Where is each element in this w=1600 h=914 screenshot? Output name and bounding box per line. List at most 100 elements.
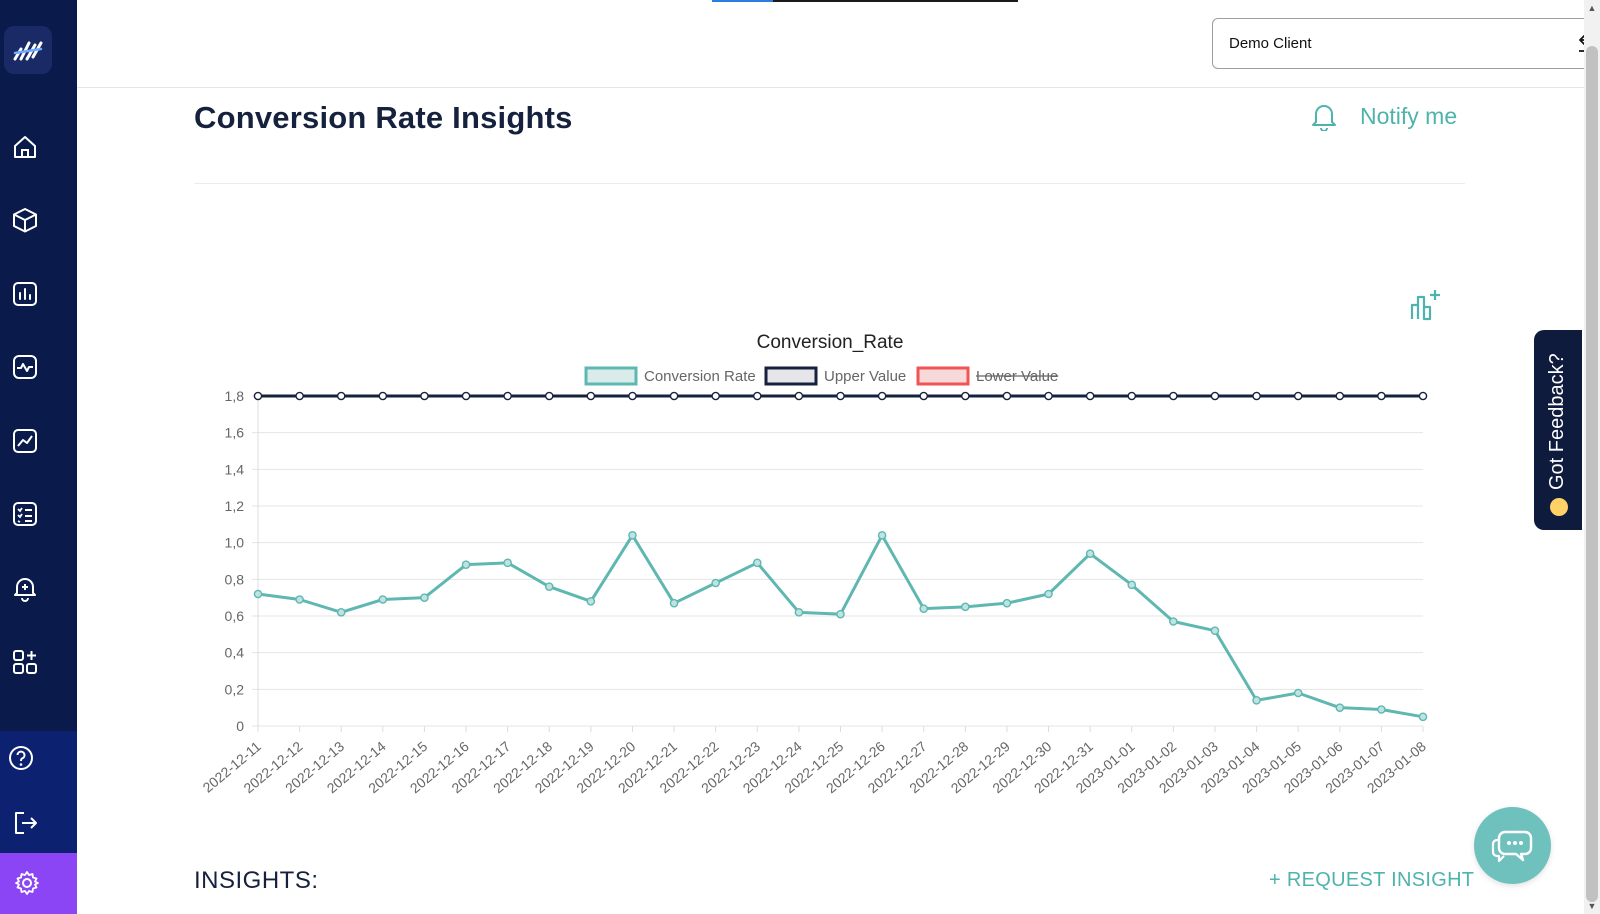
data-point[interactable] <box>628 391 637 401</box>
nav-settings[interactable] <box>0 853 77 914</box>
data-point[interactable] <box>378 391 388 401</box>
data-point[interactable] <box>295 391 304 401</box>
data-point[interactable] <box>1169 617 1178 626</box>
data-point[interactable] <box>461 560 471 569</box>
data-point[interactable] <box>1002 391 1012 401</box>
page-scrollbar[interactable]: ▲ ▼ <box>1584 0 1600 914</box>
logout-icon <box>15 812 37 834</box>
nav-reports[interactable] <box>8 277 42 311</box>
data-point[interactable] <box>420 391 429 401</box>
client-selector[interactable]: Demo Client <box>1212 18 1600 69</box>
data-point[interactable] <box>1085 549 1095 558</box>
data-point[interactable] <box>503 391 512 401</box>
conversion-rate-chart: Conversion_Rate Conversion Rate Upper Val… <box>200 332 1430 796</box>
data-point[interactable] <box>919 391 929 401</box>
nav-trends[interactable] <box>8 424 42 458</box>
data-point[interactable] <box>794 391 804 401</box>
data-point[interactable] <box>1085 391 1095 401</box>
data-point[interactable] <box>1044 391 1053 401</box>
data-point[interactable] <box>1127 391 1137 401</box>
legend-label-0[interactable]: Conversion Rate <box>644 368 756 385</box>
data-point[interactable] <box>669 598 679 608</box>
y-tick-label: 0,4 <box>225 645 245 661</box>
data-point[interactable] <box>1377 391 1386 401</box>
data-point[interactable] <box>794 608 804 617</box>
y-tick-label: 0,6 <box>225 608 245 624</box>
chat-icon <box>1491 830 1532 862</box>
help-icon <box>9 746 33 770</box>
legend-label-1[interactable]: Upper Value <box>824 368 906 385</box>
data-point[interactable] <box>1210 391 1220 401</box>
scroll-up-icon[interactable]: ▲ <box>1587 3 1597 13</box>
data-point[interactable] <box>711 578 720 588</box>
data-point[interactable] <box>628 531 637 540</box>
nav-home[interactable] <box>8 130 42 164</box>
data-point[interactable] <box>1252 391 1261 401</box>
add-chart-icon[interactable] <box>1407 287 1443 323</box>
data-point[interactable] <box>253 589 263 599</box>
app-logo[interactable] <box>4 26 52 74</box>
data-point[interactable] <box>836 609 845 619</box>
chart-grid <box>252 395 1423 732</box>
data-point[interactable] <box>544 582 554 591</box>
data-point[interactable] <box>919 604 929 613</box>
data-point[interactable] <box>586 391 596 401</box>
data-point[interactable] <box>503 558 512 568</box>
page-title: Conversion Rate Insights <box>194 100 573 135</box>
sidebar-bottom-group <box>0 731 77 853</box>
nav-logout[interactable] <box>8 806 42 840</box>
nav-tasks[interactable] <box>8 497 42 531</box>
scroll-thumb[interactable] <box>1586 46 1598 902</box>
chart-series <box>253 391 1428 722</box>
box-icon <box>13 208 37 233</box>
data-point[interactable] <box>420 593 429 602</box>
logo-icon <box>13 41 43 61</box>
data-point[interactable] <box>836 391 845 401</box>
data-point[interactable] <box>669 391 679 401</box>
data-point[interactable] <box>711 391 720 401</box>
scroll-down-icon[interactable]: ▼ <box>1587 901 1597 911</box>
data-point[interactable] <box>1210 626 1220 635</box>
legend-swatch-1[interactable] <box>764 366 818 386</box>
data-point[interactable] <box>1293 688 1303 698</box>
data-point[interactable] <box>1169 391 1178 401</box>
data-point[interactable] <box>1335 391 1345 401</box>
data-point[interactable] <box>1418 712 1428 722</box>
nav-help[interactable] <box>4 741 38 775</box>
legend-swatch-2[interactable] <box>916 366 970 386</box>
data-point[interactable] <box>1418 391 1428 401</box>
data-point[interactable] <box>1377 705 1386 714</box>
data-point[interactable] <box>461 391 471 401</box>
data-point[interactable] <box>336 608 346 617</box>
nav-activity[interactable] <box>8 350 42 384</box>
got-feedback-tab[interactable]: Got Feedback? <box>1534 330 1582 530</box>
nav-integrations[interactable] <box>8 645 42 679</box>
settings-button[interactable] <box>10 866 44 900</box>
data-point[interactable] <box>378 595 388 604</box>
data-point[interactable] <box>1044 589 1053 599</box>
y-axis-ticks: 0 0,2 0,4 0,6 0,8 1,0 1,2 1,4 1,6 1,8 <box>225 388 245 734</box>
x-axis-ticks: 2022-12-112022-12-122022-12-132022-12-14… <box>200 726 1429 796</box>
data-point[interactable] <box>961 391 970 401</box>
chat-button[interactable] <box>1474 807 1551 884</box>
data-point[interactable] <box>295 595 304 604</box>
data-point[interactable] <box>752 391 762 401</box>
data-point[interactable] <box>1002 598 1012 608</box>
legend-swatch-0[interactable] <box>584 366 638 386</box>
data-point[interactable] <box>586 597 596 606</box>
data-point[interactable] <box>877 391 887 401</box>
data-point[interactable] <box>961 602 970 612</box>
data-point[interactable] <box>253 391 263 401</box>
data-point[interactable] <box>1335 703 1345 712</box>
nav-alerts[interactable] <box>8 571 42 605</box>
data-point[interactable] <box>1127 580 1137 590</box>
request-insight-button[interactable]: + REQUEST INSIGHT <box>1269 869 1475 891</box>
data-point[interactable] <box>877 531 887 540</box>
data-point[interactable] <box>1252 696 1261 705</box>
nav-products[interactable] <box>8 203 42 237</box>
data-point[interactable] <box>336 391 346 401</box>
notify-me-button[interactable]: Notify me <box>1310 101 1457 131</box>
data-point[interactable] <box>544 391 554 401</box>
data-point[interactable] <box>1293 391 1303 401</box>
data-point[interactable] <box>752 558 762 568</box>
